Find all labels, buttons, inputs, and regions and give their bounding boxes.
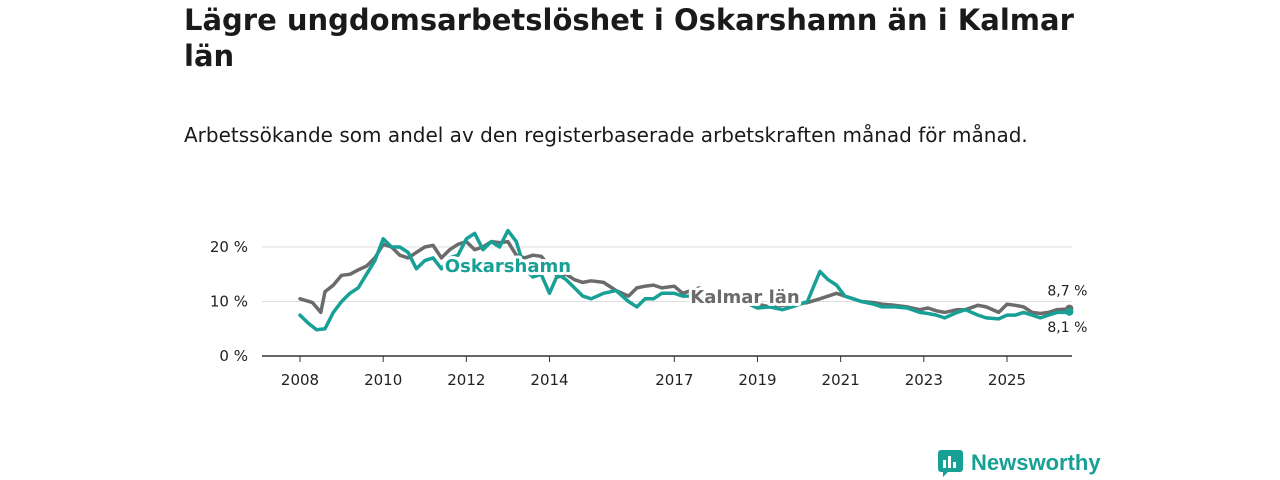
end-label-oskarshamn: 8,1 %	[1047, 320, 1087, 336]
x-tick-label: 2025	[988, 371, 1026, 389]
end-label-kalmar-län: 8,7 %	[1047, 284, 1087, 300]
newsworthy-logo[interactable]: Newsworthy	[937, 448, 1101, 478]
x-tick-label: 2008	[281, 371, 319, 389]
series-label-kalmar-län: Kalmar län	[690, 287, 799, 308]
x-tick-label: 2021	[822, 371, 860, 389]
series-labels: Oskarshamn Kalmar län 8,7 % 8,1 %	[442, 253, 1088, 336]
x-tick-label: 2012	[447, 371, 485, 389]
chart-subtitle: Arbetssökande som andel av den registerb…	[184, 123, 1028, 147]
newsworthy-icon	[938, 450, 963, 477]
chart-title: Lägre ungdomsarbetslöshet i Oskarshamn ä…	[184, 3, 1074, 73]
y-axis-ticks: 0 % 10 % 20 %	[210, 238, 248, 365]
end-point-oskarshamn	[1065, 307, 1074, 316]
x-tick-label: 2017	[655, 371, 693, 389]
y-tick-label: 20 %	[210, 238, 248, 256]
x-tick-label: 2019	[738, 371, 776, 389]
y-tick-label: 10 %	[210, 293, 248, 311]
series-line-oskarshamn	[298, 228, 1072, 332]
x-tick-label: 2010	[364, 371, 402, 389]
brand-name: Newsworthy	[971, 450, 1101, 475]
series-label-oskarshamn: Oskarshamn	[445, 256, 571, 277]
x-axis-ticks: 2008 2010 2012 2014 2017 2019 2021 2023 2025	[281, 356, 1026, 389]
x-tick-label: 2023	[905, 371, 943, 389]
x-tick-label: 2014	[530, 371, 568, 389]
series-lines	[298, 228, 1072, 332]
y-tick-label: 0 %	[219, 347, 248, 365]
series-line-kalmar-län	[298, 239, 1072, 316]
